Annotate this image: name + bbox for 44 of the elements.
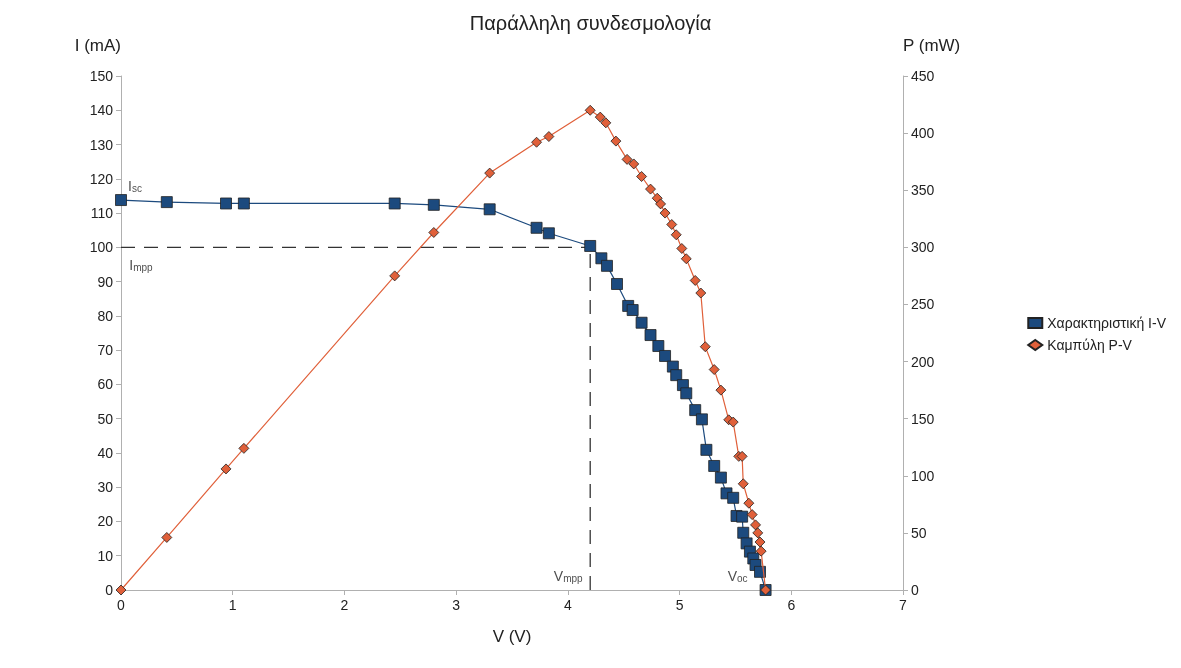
- y-tick-label: 150: [89, 68, 114, 84]
- x-tick-label: 2: [340, 597, 349, 613]
- y2-tick-label: 250: [911, 296, 935, 313]
- chart-title: Παράλληλη συνδεσμολογία: [469, 12, 712, 34]
- y2-tick-label: 0: [911, 582, 919, 598]
- y2-tick-label: 200: [911, 353, 935, 370]
- y-tick-label: 50: [97, 410, 114, 427]
- ref-line-label: Impp: [129, 257, 154, 274]
- y-tick-label: 30: [97, 479, 114, 496]
- y2-tick-label: 400: [911, 125, 935, 142]
- x-tick-label: 5: [675, 597, 684, 613]
- x-tick-label: 1: [228, 597, 237, 613]
- y-tick-label: 40: [97, 444, 114, 461]
- ref-line-label: Vmpp: [553, 568, 584, 584]
- y-tick-label: 120: [89, 170, 114, 187]
- y2-tick-label: 100: [911, 467, 935, 484]
- y-tick-label: 0: [105, 582, 114, 598]
- y-tick-label: 60: [97, 376, 114, 393]
- y2-tick-label: 300: [911, 239, 935, 256]
- y2-tick-label: 50: [911, 524, 927, 541]
- legend-label: Χαρακτηριστική I-V: [1047, 315, 1167, 331]
- x-axis-title: V (V): [492, 627, 532, 646]
- y2-tick-label: 450: [911, 68, 935, 84]
- annotation: Isc: [128, 178, 142, 195]
- y2-tick-label: 350: [911, 182, 935, 199]
- x-tick-label: 6: [787, 597, 796, 613]
- y-tick-label: 90: [97, 273, 114, 290]
- x-tick-label: 3: [452, 597, 461, 613]
- y-tick-label: 100: [89, 239, 114, 256]
- y-tick-label: 80: [97, 307, 114, 324]
- legend-label: Καμπύλη P-V: [1047, 337, 1133, 353]
- y-tick-label: 70: [97, 342, 114, 359]
- x-tick-label: 7: [899, 597, 908, 613]
- x-tick-label: 0: [117, 597, 126, 613]
- y-tick-label: 110: [90, 205, 114, 222]
- y2-tick-label: 150: [911, 410, 935, 427]
- annotation: Voc: [727, 568, 748, 584]
- y-tick-label: 10: [97, 547, 114, 564]
- x-tick-label: 4: [563, 597, 572, 613]
- y2-axis-title: P (mW): [903, 36, 961, 55]
- y-tick-label: 140: [89, 102, 114, 119]
- y-tick-label: 20: [97, 513, 114, 530]
- y-tick-label: 130: [89, 136, 114, 153]
- y-axis-title: I (mA): [74, 36, 121, 55]
